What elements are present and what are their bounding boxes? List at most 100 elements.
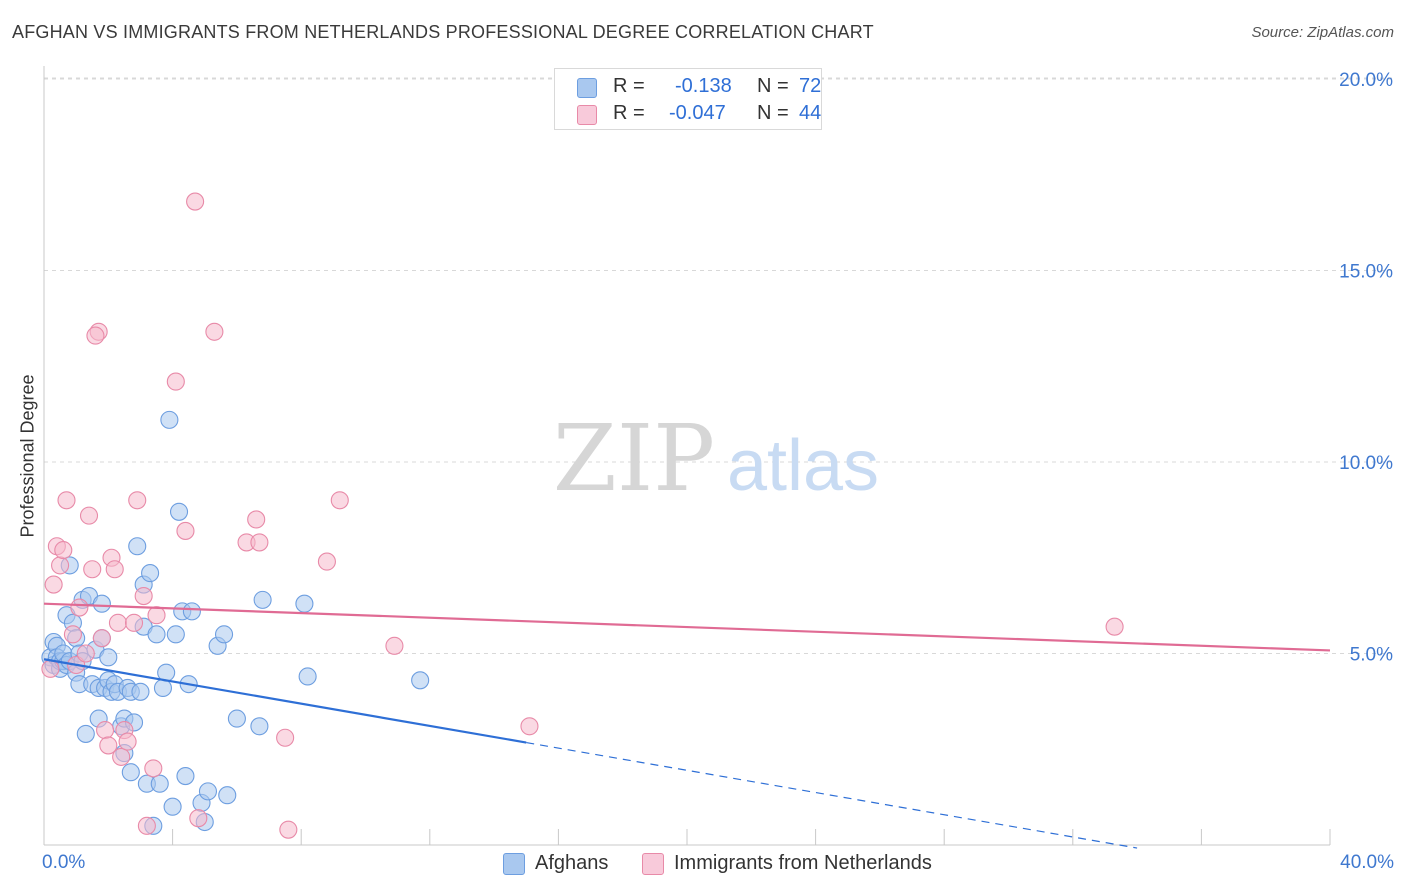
netherlands-point [70, 598, 89, 617]
netherlands-point [41, 659, 60, 678]
y-tick-labels: 5.0% 10.0% 15.0% 20.0% [1339, 70, 1393, 666]
gridlines [44, 77, 1392, 654]
afghans-point [169, 502, 189, 521]
netherlands-point [250, 533, 269, 552]
netherlands-point [76, 644, 95, 663]
netherlands-point [147, 606, 166, 625]
netherlands-point [54, 541, 73, 560]
y-tick-label: 15.0% [1339, 262, 1393, 283]
afghans-point [250, 717, 269, 736]
afghans-point [163, 797, 182, 816]
netherlands-point [166, 372, 185, 391]
chart-title: AFGHAN VS IMMIGRANTS FROM NETHERLANDS PR… [12, 22, 874, 42]
netherlands-point [118, 732, 137, 751]
netherlands-point [317, 552, 336, 571]
afghans-point [411, 671, 430, 690]
netherlands-trendline [43, 602, 1331, 652]
netherlands-point [128, 491, 147, 510]
netherlands-point [1105, 617, 1124, 636]
afghans-point [176, 767, 195, 786]
legend-n-label: N = [757, 75, 789, 97]
netherlands-point [112, 747, 131, 766]
watermark-atlas: atlas [727, 426, 879, 506]
afghans-point [121, 763, 140, 782]
y-tick-label: 5.0% [1350, 645, 1393, 666]
netherlands-point [189, 809, 208, 828]
afghans-trendline [43, 658, 527, 744]
netherlands-point [63, 625, 82, 644]
afghans-trendline-extension [526, 741, 1138, 849]
afghans-point [253, 590, 272, 609]
series-afghans [41, 410, 430, 835]
x-tick-label-min: 0.0% [42, 852, 86, 873]
afghans-point [182, 602, 201, 621]
legend-swatch-afghans [577, 78, 597, 98]
afghans-point [214, 625, 234, 644]
afghans-point [198, 782, 218, 801]
netherlands-point [105, 560, 124, 579]
netherlands-point [520, 717, 539, 736]
netherlands-point [144, 759, 163, 778]
legend-n-value: 44 [799, 102, 822, 124]
netherlands-point [79, 506, 99, 525]
bottom-legend-label-netherlands: Immigrants from Netherlands [674, 852, 932, 874]
netherlands-point [96, 721, 115, 740]
afghans-point [295, 594, 314, 613]
netherlands-point [247, 510, 266, 529]
legend-n-value: 72 [799, 75, 822, 97]
x-tick-label-max: 40.0% [1340, 852, 1394, 873]
netherlands-point [44, 575, 63, 594]
netherlands-point [176, 521, 195, 540]
y-tick-label: 10.0% [1339, 453, 1393, 474]
source-label: Source: ZipAtlas.com [1251, 24, 1394, 41]
netherlands-point [92, 629, 111, 648]
netherlands-point [279, 820, 298, 839]
afghans-point [298, 667, 317, 686]
legend-r-value: -0.047 [669, 102, 726, 124]
afghans-point [218, 786, 237, 805]
afghans-point [92, 594, 111, 613]
legend-n-label: N = [757, 102, 789, 124]
netherlands-point [108, 613, 127, 632]
series-netherlands [41, 192, 1124, 839]
legend-swatch-netherlands [577, 105, 597, 125]
afghans-point [150, 774, 169, 793]
netherlands-point [83, 560, 102, 579]
legend-r-value: -0.138 [675, 75, 732, 97]
netherlands-point [57, 491, 76, 510]
axes [43, 66, 1331, 846]
netherlands-point [276, 728, 295, 747]
afghans-point [147, 625, 166, 644]
netherlands-point [385, 636, 404, 655]
y-tick-label: 20.0% [1339, 70, 1393, 91]
netherlands-point [124, 613, 144, 632]
afghans-point [99, 648, 118, 667]
bottom-legend-swatch-netherlands [642, 853, 664, 875]
afghans-point [160, 410, 179, 429]
correlation-legend: R = -0.138 N = 72 R = -0.047 N = 44 [554, 68, 822, 130]
afghans-point [131, 682, 150, 701]
afghans-point [166, 625, 185, 644]
bottom-legend-label-afghans: Afghans [535, 852, 609, 874]
netherlands-point [137, 816, 156, 835]
afghans-point [76, 724, 95, 743]
netherlands-point [205, 322, 224, 341]
netherlands-point [99, 736, 118, 755]
netherlands-point [330, 491, 349, 510]
legend-r-label: R = [613, 102, 645, 124]
afghans-point [153, 678, 173, 698]
bottom-legend-swatch-afghans [503, 853, 525, 875]
afghans-point [227, 709, 246, 728]
watermark-zip: ZIP [553, 405, 715, 512]
netherlands-point [51, 556, 70, 575]
afghans-point [128, 537, 147, 556]
trendlines [43, 602, 1331, 849]
netherlands-point [134, 586, 153, 606]
netherlands-point [86, 326, 105, 345]
watermark: ZIP atlas [553, 405, 879, 512]
legend-r-label: R = [613, 75, 645, 97]
netherlands-point [186, 192, 205, 211]
afghans-point [141, 564, 160, 583]
